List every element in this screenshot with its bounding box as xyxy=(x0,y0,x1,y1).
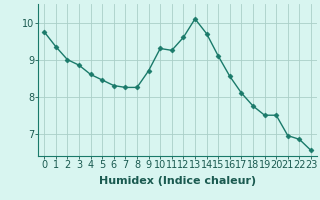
X-axis label: Humidex (Indice chaleur): Humidex (Indice chaleur) xyxy=(99,176,256,186)
